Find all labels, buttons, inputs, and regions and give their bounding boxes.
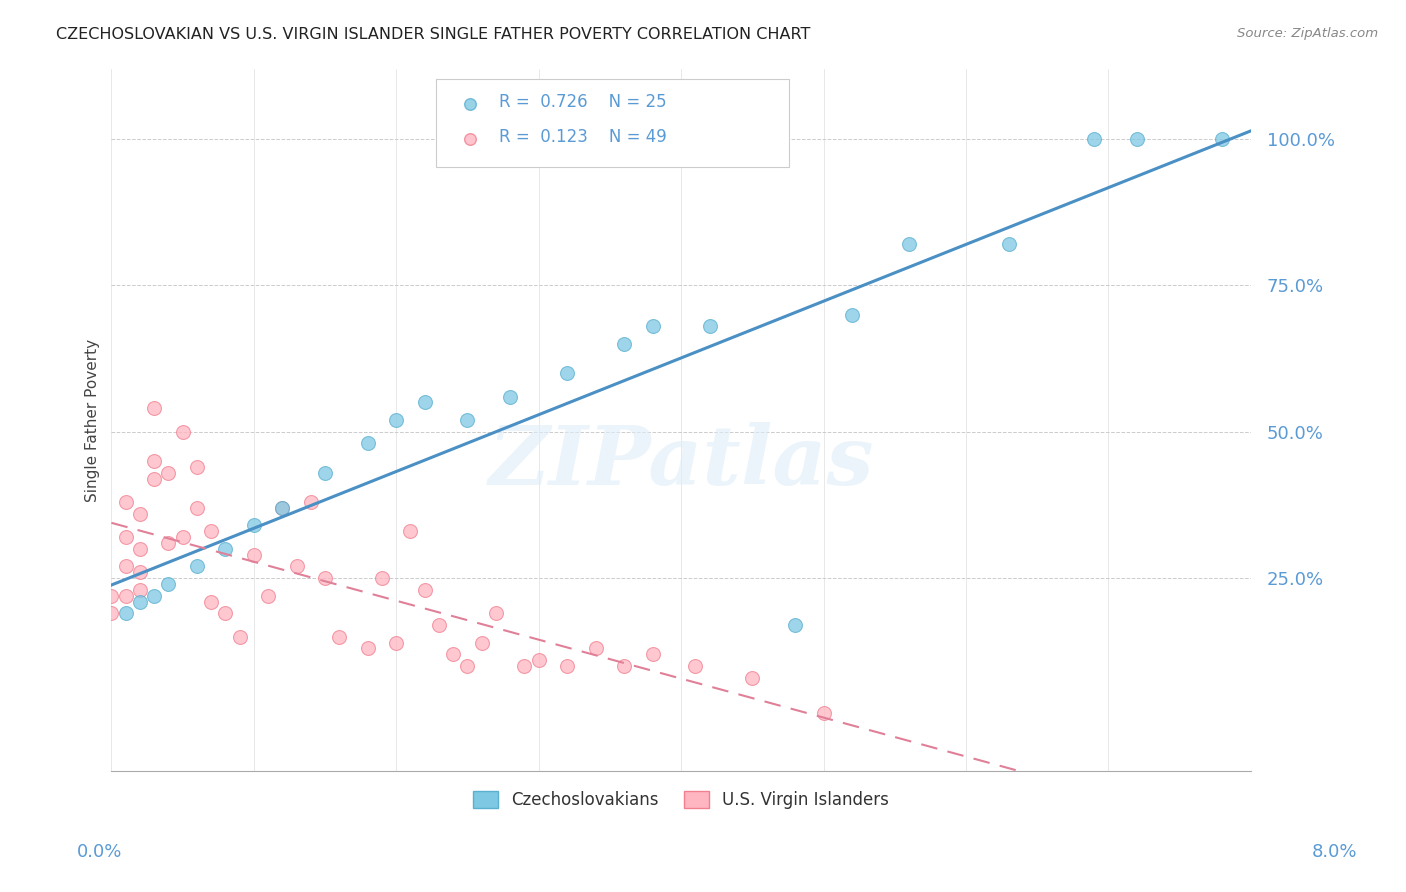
Point (613, 659, 636, 673)
Text: 0.0%: 0.0% (77, 843, 122, 861)
Point (555, 366, 578, 380)
Point (1083, 132, 1105, 146)
Point (641, 319, 664, 334)
Text: Source: ZipAtlas.com: Source: ZipAtlas.com (1237, 27, 1378, 40)
Point (357, 641, 380, 656)
FancyBboxPatch shape (436, 79, 789, 167)
Point (228, 630, 250, 644)
Point (157, 466, 180, 480)
Point (172, 425, 194, 439)
Point (200, 594, 222, 608)
Point (100, 589, 122, 603)
Point (456, 413, 478, 427)
Point (897, 237, 920, 252)
Point (499, 390, 522, 404)
Point (399, 524, 422, 539)
Point (114, 495, 136, 509)
Point (699, 319, 721, 334)
Point (114, 606, 136, 620)
Point (285, 559, 308, 574)
Point (299, 495, 322, 509)
Point (214, 541, 236, 556)
Text: R =  0.726    N = 25: R = 0.726 N = 25 (499, 94, 666, 112)
Point (1126, 132, 1149, 146)
Point (328, 630, 350, 644)
Point (371, 571, 394, 585)
Point (441, 647, 464, 661)
Text: CZECHOSLOVAKIAN VS U.S. VIRGIN ISLANDER SINGLE FATHER POVERTY CORRELATION CHART: CZECHOSLOVAKIAN VS U.S. VIRGIN ISLANDER … (56, 27, 811, 42)
Point (214, 606, 236, 620)
Point (243, 548, 266, 562)
Text: ZIPatlas: ZIPatlas (488, 422, 875, 502)
Point (685, 659, 707, 673)
Point (271, 500, 294, 515)
Point (128, 541, 150, 556)
Point (485, 606, 508, 620)
Point (128, 582, 150, 597)
Point (813, 706, 835, 720)
Point (257, 589, 280, 603)
Point (128, 594, 150, 608)
Point (783, 618, 806, 632)
Point (114, 559, 136, 574)
Y-axis label: Single Father Poverty: Single Father Poverty (86, 338, 100, 501)
Point (613, 336, 636, 351)
Point (157, 536, 180, 550)
Point (641, 647, 664, 661)
Point (100, 606, 122, 620)
Point (186, 500, 208, 515)
Point (314, 571, 336, 585)
Point (527, 653, 550, 667)
Text: 8.0%: 8.0% (1312, 843, 1357, 861)
Point (427, 618, 450, 632)
Point (114, 530, 136, 544)
Point (172, 530, 194, 544)
Point (555, 659, 578, 673)
Point (413, 582, 436, 597)
Point (471, 635, 494, 649)
Point (128, 566, 150, 580)
Point (128, 507, 150, 521)
Point (157, 577, 180, 591)
Point (841, 308, 863, 322)
Point (114, 589, 136, 603)
Point (456, 659, 478, 673)
Point (357, 436, 380, 450)
Point (997, 237, 1019, 252)
Point (385, 413, 408, 427)
Text: R =  0.123    N = 49: R = 0.123 N = 49 (499, 128, 666, 146)
Point (143, 589, 166, 603)
Point (143, 471, 166, 485)
Point (143, 454, 166, 468)
Point (585, 641, 607, 656)
Point (513, 659, 536, 673)
Point (385, 635, 408, 649)
Point (314, 466, 336, 480)
Point (186, 459, 208, 474)
Point (271, 500, 294, 515)
Point (200, 524, 222, 539)
Point (1211, 132, 1233, 146)
Point (413, 395, 436, 409)
Point (243, 518, 266, 533)
Point (143, 401, 166, 416)
Point (186, 559, 208, 574)
Legend: Czechoslovakians, U.S. Virgin Islanders: Czechoslovakians, U.S. Virgin Islanders (467, 784, 896, 816)
Point (741, 671, 763, 685)
